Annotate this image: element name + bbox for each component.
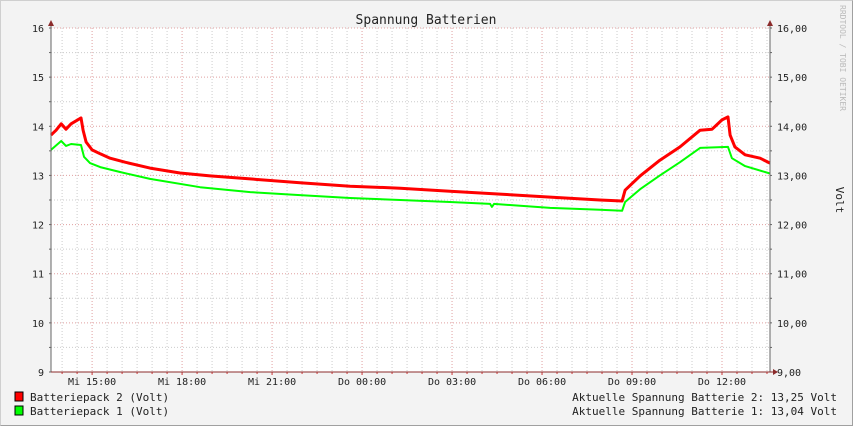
y-tick-label-right: 9,00	[777, 368, 801, 379]
y-tick-label: 10	[32, 319, 44, 330]
axes: 9 10 11 12 13 14 15 16 9,00 10,00 11,00 12,00 13,00 1…	[32, 20, 807, 388]
y-tick-label: 12	[32, 221, 44, 232]
x-tick-label: Do 12:00	[698, 377, 746, 388]
series-lines	[49, 115, 771, 212]
y-tick-label: 11	[32, 270, 44, 281]
y-tick-label: 15	[32, 73, 44, 84]
y-tick-label-right: 13,00	[777, 171, 807, 182]
y-tick-label: 13	[32, 171, 44, 182]
x-tick-label: Mi 18:00	[158, 377, 206, 388]
legend-swatch	[14, 391, 24, 402]
watermark: RRDTOOL / TOBI OETIKER	[838, 5, 847, 111]
y-tick-label-right: 14,00	[777, 122, 807, 133]
y-tick-label-right: 11,00	[777, 270, 807, 281]
y-tick-label-right: 10,00	[777, 319, 807, 330]
x-tick-label: Do 09:00	[608, 377, 656, 388]
y-tick-label: 9	[38, 368, 44, 379]
x-tick-label: Do 06:00	[518, 377, 566, 388]
legend-label: Batteriepack 1 (Volt)	[30, 405, 169, 418]
y-axis-label: Volt	[833, 187, 846, 214]
series-line-batteriepack-2	[49, 115, 771, 203]
series-line-batteriepack-1	[50, 140, 771, 212]
x-tick-label: Do 03:00	[428, 377, 476, 388]
x-tick-label: Mi 21:00	[248, 377, 296, 388]
x-axis-arrow-icon	[773, 369, 778, 375]
y-tick-label-right: 12,00	[777, 221, 807, 232]
y-tick-label: 16	[32, 24, 44, 35]
legend: Batteriepack 2 (Volt) Aktuelle Spannung B…	[14, 391, 837, 418]
y-tick-label-right: 16,00	[777, 24, 807, 35]
legend-swatch	[14, 405, 24, 416]
current-value-label: Aktuelle Spannung Batterie 2: 13,25 Volt	[572, 391, 837, 404]
x-tick-label: Mi 15:00	[68, 377, 116, 388]
legend-label: Batteriepack 2 (Volt)	[30, 391, 169, 404]
y-axis-arrow-icon	[48, 20, 54, 26]
y-axis-arrow-right-icon	[767, 20, 773, 26]
y-tick-label-right: 15,00	[777, 73, 807, 84]
chart-title: Spannung Batterien	[356, 13, 497, 28]
x-tick-label: Do 00:00	[338, 377, 386, 388]
y-tick-label: 14	[32, 122, 44, 133]
current-value-label: Aktuelle Spannung Batterie 1: 13,04 Volt	[572, 405, 837, 418]
